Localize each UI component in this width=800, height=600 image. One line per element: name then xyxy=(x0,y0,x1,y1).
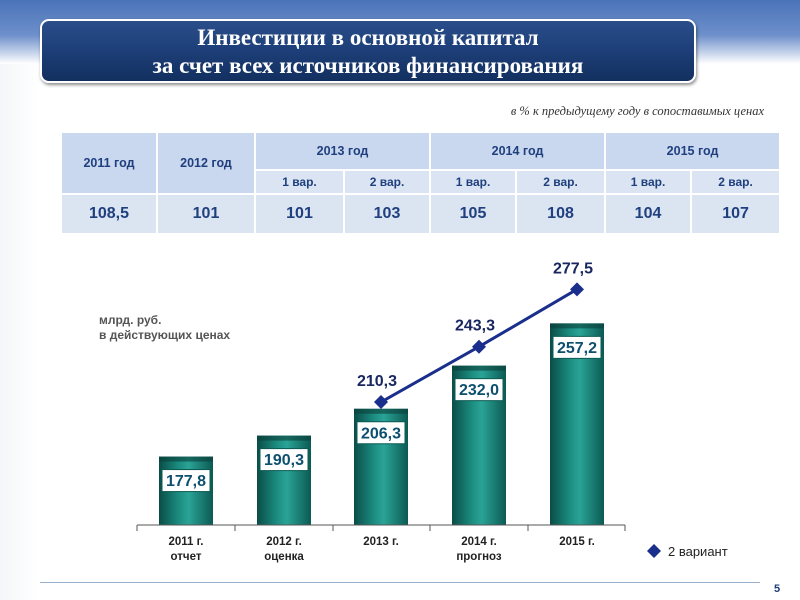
value-2015-var2: 107 xyxy=(692,195,780,233)
unit-label-line-2: в действующих ценах xyxy=(99,328,231,342)
bar-top-1 xyxy=(257,435,311,441)
x-tick-label-1: 2012 г. xyxy=(266,536,302,548)
x-tick-sublabel-1: оценка xyxy=(264,551,304,563)
line-series-group: 210,3 243,3 277,5 xyxy=(357,260,593,410)
page-title-line-1: Инвестиции в основной капитал xyxy=(197,25,539,50)
growth-table: 2011 год 2012 год 2013 год 2014 год 2015… xyxy=(60,131,781,235)
bar-top-2 xyxy=(354,408,408,414)
footer-divider xyxy=(40,582,760,583)
x-tick-label-2: 2013 г. xyxy=(363,536,399,548)
x-axis: 2011 г. отчет 2012 г. оценка 2013 г. 2014 г. п… xyxy=(136,524,626,563)
page-number: 5 xyxy=(774,583,781,595)
subheader-2013-var1: 1 вар. xyxy=(256,171,343,193)
value-2015-var1: 104 xyxy=(606,195,691,233)
value-2013-var1: 101 xyxy=(256,195,343,233)
x-tick-sublabel-3: прогноз xyxy=(456,551,502,563)
unit-label-line-1: млрд. руб. xyxy=(99,313,162,327)
subheader-2014-var2: 2 вар. xyxy=(517,171,605,193)
value-2013-var2: 103 xyxy=(345,195,430,233)
bar-top-3 xyxy=(452,365,506,371)
line-point-label-1: 243,3 xyxy=(455,318,495,335)
bar-top-0 xyxy=(159,456,213,462)
line-point-2 xyxy=(570,282,584,297)
header-2014: 2014 год xyxy=(431,133,605,169)
page-title-line-2: за счет всех источников финансирования xyxy=(152,53,584,78)
page-title: Инвестиции в основной капитал за счет вс… xyxy=(40,19,696,83)
x-tick-label-3: 2014 г. xyxy=(461,536,497,548)
value-2011: 108,5 xyxy=(62,195,156,233)
x-tick-label-4: 2015 г. xyxy=(559,536,595,548)
bar-label-box-0 xyxy=(161,469,211,493)
subheader-2013-var2: 2 вар. xyxy=(345,171,430,193)
x-tick-label-0: 2011 г. xyxy=(169,536,204,548)
header-2013: 2013 год xyxy=(256,133,430,169)
subheader-2014-var1: 1 вар. xyxy=(431,171,516,193)
line-point-label-2: 277,5 xyxy=(553,260,593,277)
bars-group: 177,8 190,3 206,3 232,0 257,2 xyxy=(159,323,604,525)
bar-label-box-2 xyxy=(356,421,406,445)
line-point-label-0: 210,3 xyxy=(357,373,397,390)
bar-label-box-3 xyxy=(454,378,504,402)
value-2014-var1: 105 xyxy=(431,195,516,233)
value-2012: 101 xyxy=(158,195,254,233)
line-point-1 xyxy=(472,339,486,354)
header-2012: 2012 год xyxy=(158,133,254,193)
legend-marker-icon xyxy=(647,544,661,558)
bar-label-0: 177,8 xyxy=(166,473,206,490)
subheader-2015-var2: 2 вар. xyxy=(692,171,780,193)
header-2015: 2015 год xyxy=(606,133,780,169)
bar-label-box-4 xyxy=(552,335,602,359)
legend-label: 2 вариант xyxy=(668,544,728,559)
table-subtitle: в % к предыдущему году в сопоставимых це… xyxy=(510,104,764,118)
unit-label: млрд. руб. в действующих ценах xyxy=(99,313,230,343)
bar-label-4: 257,2 xyxy=(557,340,597,357)
bar-label-1: 190,3 xyxy=(264,452,304,469)
subheader-2015-var1: 1 вар. xyxy=(606,171,691,193)
bar-top-4 xyxy=(550,323,604,329)
bar-label-3: 232,0 xyxy=(459,382,499,399)
x-tick-sublabel-0: отчет xyxy=(171,551,202,563)
legend: 2 вариант xyxy=(647,544,728,559)
line-point-0 xyxy=(374,395,388,410)
bar-label-2: 206,3 xyxy=(361,425,401,442)
header-2011: 2011 год xyxy=(62,133,156,193)
bar-label-box-1 xyxy=(259,448,309,472)
value-2014-var2: 108 xyxy=(517,195,605,233)
